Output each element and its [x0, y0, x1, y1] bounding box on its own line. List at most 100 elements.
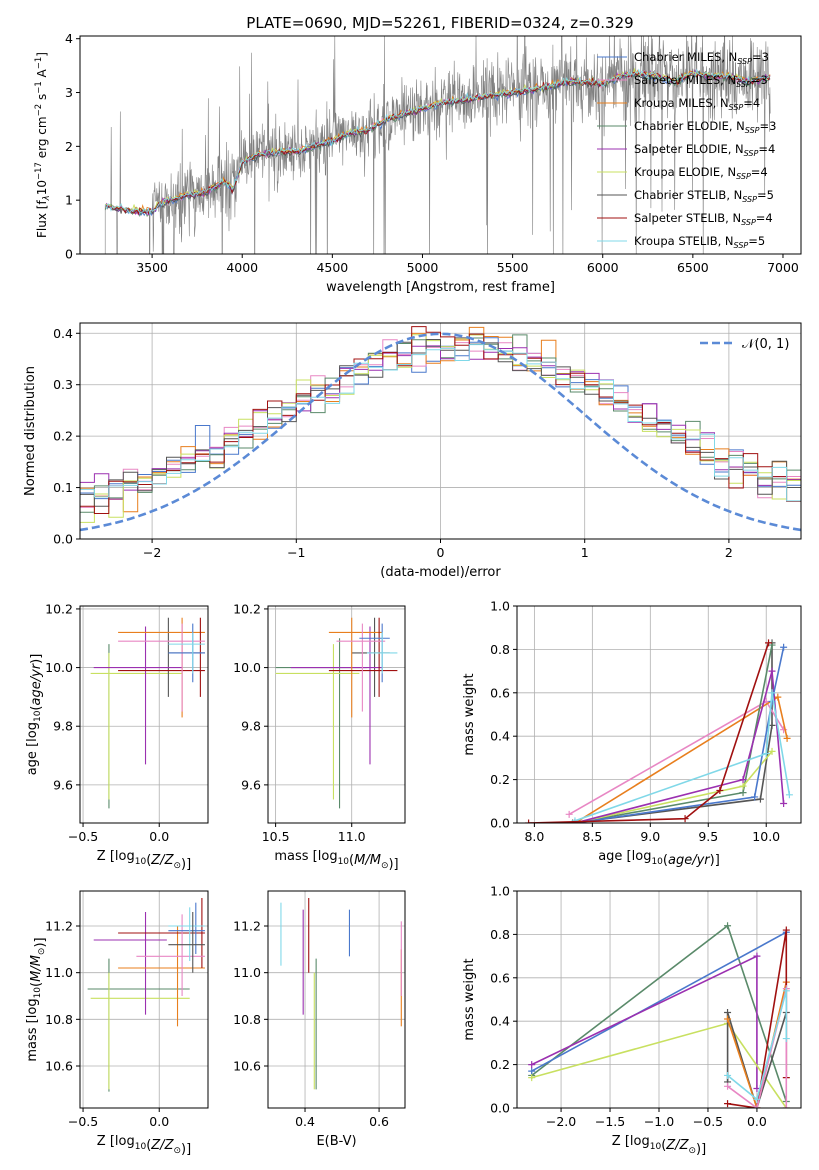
residuals-ytick-label: 0.3	[53, 377, 73, 392]
mass_vs_ebv-plot-area	[268, 891, 405, 1108]
legend-entry: Kroupa STELIB, NSSP=5	[634, 234, 765, 250]
mass-weight-marker	[528, 1061, 536, 1069]
age_vs_Z-ytick-label: 10.2	[45, 601, 73, 616]
weight_vs_age-background	[517, 606, 801, 823]
age_vs_Z-series	[90, 617, 205, 809]
mass-weight-marker	[756, 795, 764, 803]
age_vs_mass-xtick-label: 10.5	[262, 829, 290, 844]
age_vs_Z-background	[80, 606, 208, 823]
mass-weight-marker	[716, 786, 724, 794]
mass-weight-marker	[762, 750, 770, 758]
residuals-ytick-label: 0.1	[53, 480, 73, 495]
age_vs_mass-ytick-label: 9.8	[241, 719, 261, 734]
figure-title: PLATE=0690, MJD=52261, FIBERID=0324, z=0…	[246, 14, 633, 32]
legend-entry: 𝒩(0, 1)	[742, 337, 789, 352]
mass_vs_ebv-xtick-label: 0.6	[369, 1114, 389, 1129]
spectrum-ytick-label: 1	[65, 193, 73, 208]
mass-weight-marker	[783, 734, 791, 742]
mass-weight-marker	[724, 922, 732, 930]
mass_vs_Z-frame	[79, 890, 209, 1109]
mass_vs_Z-xtick-label: 0.0	[149, 1114, 169, 1129]
age_vs_mass-xlabel: mass [log10(M/M⊙)]	[274, 849, 398, 872]
spectrum-ytick-label: 3	[65, 85, 73, 100]
spectrum-xtick-label: 5500	[497, 260, 529, 275]
weight_vs_Z-ytick-label: 0.0	[490, 1101, 510, 1116]
spectrum-xtick-label: 4000	[226, 260, 258, 275]
age_vs_mass-axes: 10.5 11.0 9.6 9.8 10.0 10.2 mass [log10(M/M⊙)]	[233, 601, 406, 872]
age_vs_Z-ytick-label: 9.8	[53, 719, 73, 734]
mass-weight-line	[531, 931, 787, 1072]
age_vs_Z-plot-area	[80, 606, 208, 823]
legend-entry: Chabrier ELODIE, NSSP=3	[634, 119, 776, 135]
age_vs_mass-ytick-label: 10.2	[233, 601, 261, 616]
weight_vs_Z-plot-area	[517, 890, 801, 1109]
weight_vs_age-ytick-label: 0.2	[490, 772, 510, 787]
mass-vs-ebv-panel: 0.4 0.6 10.6 10.8 11.0 11.2 E(B-V)	[233, 890, 406, 1149]
weight_vs_Z-ytick-label: 0.2	[490, 1057, 510, 1072]
weight_vs_age-xtick-label: 8.0	[524, 829, 544, 844]
mass_vs_ebv-background	[268, 891, 405, 1108]
model-spectrum-line	[104, 68, 771, 215]
age_vs_mass-xtick-label: 11.0	[338, 829, 366, 844]
age_vs_Z-ytick-label: 9.6	[53, 777, 73, 792]
mass_vs_ebv-ytick-label: 11.0	[233, 965, 261, 980]
spectrum-legend: Chabrier MILES, NSSP=3 Salpeter MILES, NS…	[597, 50, 776, 250]
weight_vs_Z-xtick-label: −0.5	[693, 1114, 723, 1129]
weight_vs_Z-xtick-label: −1.0	[644, 1114, 674, 1129]
mass_vs_Z-plot-area	[80, 891, 208, 1108]
mass-weight-marker	[768, 747, 776, 755]
weight_vs_age-xtick-label: 10.0	[752, 829, 780, 844]
weight_vs_Z-series	[528, 922, 790, 1108]
weight-vs-age-panel: 8.0 8.5 9.0 9.5 10.0 0.0 0.2 0.4 0.6 0.8 1.0 age [l…	[462, 599, 802, 868]
residual-histogram	[80, 344, 801, 539]
weight_vs_Z-ytick-label: 0.6	[490, 970, 510, 985]
mass-weight-marker	[724, 1015, 732, 1023]
weight_vs_age-frame	[516, 605, 802, 824]
legend-entry: Chabrier STELIB, NSSP=5	[634, 188, 774, 204]
mass-weight-marker	[765, 639, 773, 647]
mass_vs_ebv-frame	[267, 890, 406, 1109]
weight_vs_age-xtick-label: 8.5	[582, 829, 602, 844]
legend-entry: Salpeter ELODIE, NSSP=4	[634, 142, 775, 158]
residuals-xtick-label: 1	[581, 545, 589, 560]
mass-vs-metallicity-panel: −0.5 0.0 10.6 10.8 11.0 11.2 Z [log10(Z/Z⊙)] ma…	[25, 890, 209, 1157]
age_vs_mass-series	[275, 617, 398, 809]
mass-weight-line	[574, 647, 785, 823]
spectrum-series	[96, 36, 771, 254]
mass-weight-marker	[782, 926, 790, 934]
mass-weight-marker	[780, 799, 788, 807]
age_vs_mass-ytick-label: 9.6	[241, 777, 261, 792]
spectrum-ytick-label: 0	[65, 247, 73, 262]
mass-weight-marker	[528, 1074, 536, 1082]
weight_vs_Z-xtick-label: 0.0	[747, 1114, 767, 1129]
mass-weight-marker	[780, 643, 788, 651]
residuals-xlabel: (data-model)/error	[380, 565, 501, 580]
spectrum-axes: 3500 4000 4500 5000 5500 6000 6500 7000 0 1 2 3 4 wav…	[34, 31, 802, 295]
spectrum-xtick-label: 5000	[407, 260, 439, 275]
mass_vs_ebv-xtick-label: 0.4	[295, 1114, 315, 1129]
weight-vs-metallicity-panel: −2.0 −1.5 −1.0 −0.5 0.0 0.0 0.2 0.4 0.6 0.8 1.0 Z […	[462, 884, 802, 1157]
age_vs_Z-ytick-label: 10.0	[45, 660, 73, 675]
weight_vs_Z-ytick-label: 0.4	[490, 1014, 510, 1029]
mass_vs_Z-ytick-label: 11.2	[45, 919, 73, 934]
spectrum-ytick-label: 4	[65, 31, 73, 46]
legend-entry: Chabrier MILES, NSSP=3	[634, 50, 769, 66]
mass_vs_ebv-series	[280, 898, 402, 1090]
mass-weight-marker	[782, 987, 790, 995]
mass_vs_Z-ytick-label: 10.6	[45, 1059, 73, 1074]
mass-weight-line	[726, 1012, 788, 1108]
spectrum-xtick-label: 7000	[767, 260, 799, 275]
mass_vs_Z-ylabel: mass [log10(M/M⊙)]	[25, 937, 48, 1061]
mass-weight-marker	[739, 789, 747, 797]
legend-entry: Salpeter MILES, NSSP=3	[634, 73, 768, 89]
weight_vs_Z-ytick-label: 0.8	[490, 927, 510, 942]
weight_vs_Z-axes: −2.0 −1.5 −1.0 −0.5 0.0 0.0 0.2 0.4 0.6 0.8 1.0 Z […	[462, 884, 802, 1157]
spectrum-ytick-label: 2	[65, 139, 73, 154]
mass-weight-marker	[768, 667, 776, 675]
residuals-series	[80, 326, 801, 539]
mass_vs_ebv-ytick-label: 11.2	[233, 919, 261, 934]
mass_vs_Z-xlabel: Z [log10(Z/Z⊙)]	[97, 1134, 191, 1157]
age_vs_Z-ylabel: age [log10(age/yr)]	[25, 654, 44, 776]
weight_vs_age-ylabel: mass weight	[462, 673, 477, 755]
